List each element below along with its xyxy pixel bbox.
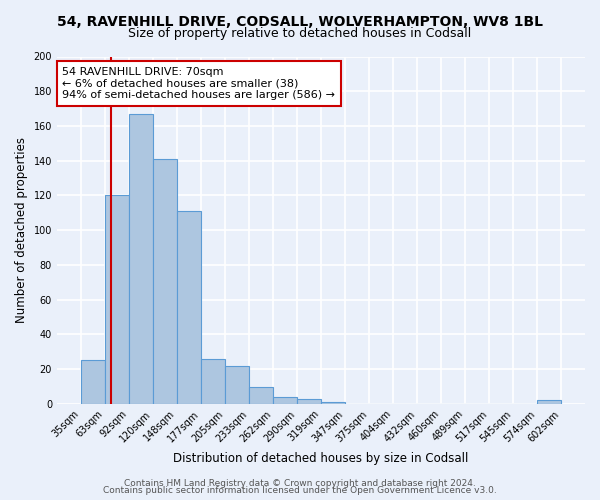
Bar (129, 114, 153, 404)
Bar (81, 360, 104, 404)
Bar (537, 400, 561, 404)
Bar (201, 358, 225, 404)
Bar (322, 402, 345, 404)
Text: 54 RAVENHILL DRIVE: 70sqm
← 6% of detached houses are smaller (38)
94% of semi-d: 54 RAVENHILL DRIVE: 70sqm ← 6% of detach… (62, 67, 335, 100)
Y-axis label: Number of detached properties: Number of detached properties (15, 137, 28, 323)
Bar (176, 211, 201, 404)
X-axis label: Distribution of detached houses by size in Codsall: Distribution of detached houses by size … (173, 452, 469, 465)
Text: Contains HM Land Registry data © Crown copyright and database right 2024.: Contains HM Land Registry data © Crown c… (124, 478, 476, 488)
Bar (104, 196, 129, 404)
Text: Size of property relative to detached houses in Codsall: Size of property relative to detached ho… (128, 28, 472, 40)
Bar (153, 159, 176, 404)
Bar (248, 386, 273, 404)
Bar (225, 366, 248, 404)
Bar (297, 398, 322, 404)
Text: 54, RAVENHILL DRIVE, CODSALL, WOLVERHAMPTON, WV8 1BL: 54, RAVENHILL DRIVE, CODSALL, WOLVERHAMP… (57, 15, 543, 29)
Bar (273, 397, 297, 404)
Text: Contains public sector information licensed under the Open Government Licence v3: Contains public sector information licen… (103, 486, 497, 495)
